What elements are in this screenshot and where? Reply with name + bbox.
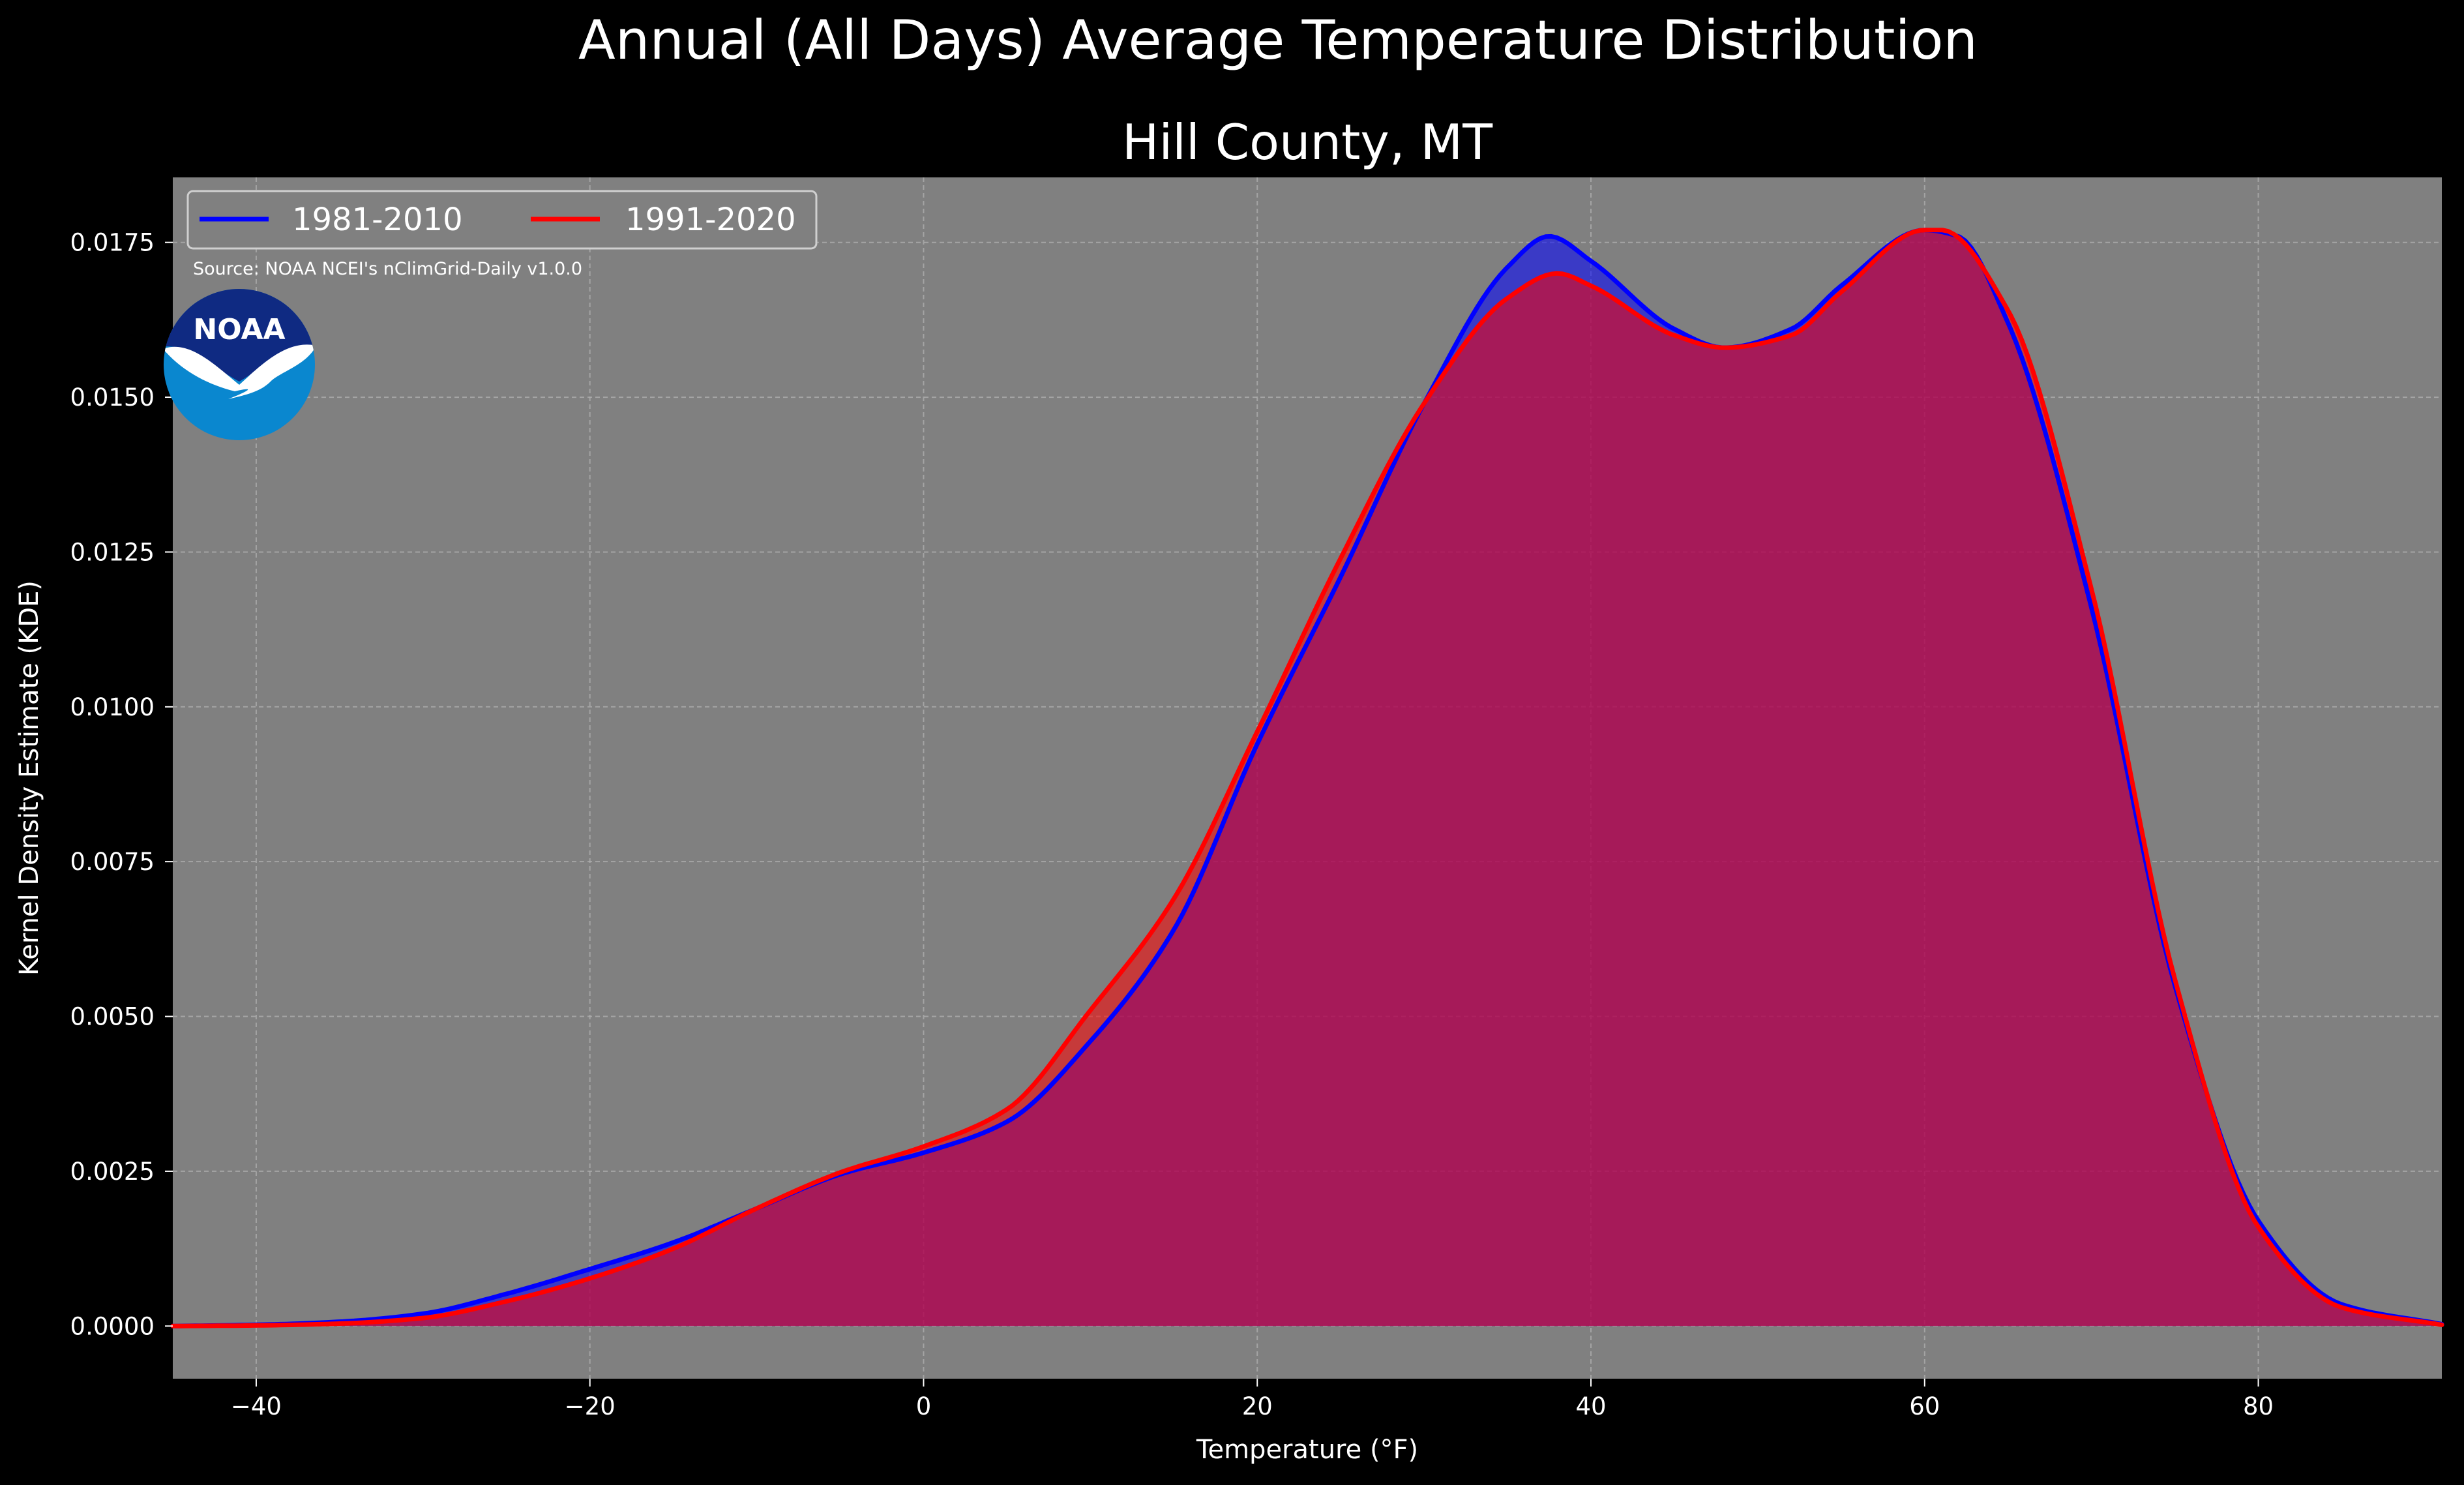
- x-tick-label: 0: [916, 1392, 932, 1420]
- noaa-logo: NOAA: [164, 289, 315, 440]
- source-note: Source: NOAA NCEI's nClimGrid-Daily v1.0…: [193, 259, 582, 279]
- kde-area-1991-2020: [173, 230, 2442, 1327]
- y-tick-label: 0.0025: [70, 1158, 155, 1186]
- x-axis-ticks: −40 −20 0 20 40 60 80: [231, 1379, 2274, 1420]
- y-tick-label: 0.0000: [70, 1312, 155, 1340]
- legend-box: [186, 190, 818, 250]
- kde-areas: [173, 230, 2442, 1327]
- kde-line-1981-2010: [170, 228, 2444, 1328]
- y-tick-label: 0.0075: [70, 848, 155, 876]
- x-tick-label: −20: [565, 1392, 616, 1420]
- y-tick-label: 0.0175: [70, 229, 155, 257]
- noaa-logo-upper: [164, 289, 315, 382]
- kde-line-1991-2020: [170, 228, 2444, 1328]
- x-tick-label: 80: [2243, 1392, 2274, 1420]
- y-axis-label: Kernel Density Estimate (KDE): [14, 580, 44, 976]
- x-tick-label: −40: [231, 1392, 282, 1420]
- y-tick-label: 0.0125: [70, 538, 155, 566]
- noaa-logo-bird: [164, 344, 315, 399]
- kde-lines: [170, 228, 2444, 1328]
- x-tick-label: 60: [1909, 1392, 1940, 1420]
- chart-subtitle: Hill County, MT: [1122, 113, 1493, 171]
- chart-title: Annual (All Days) Average Temperature Di…: [578, 8, 1978, 72]
- legend-label-1981-2010: 1981-2010: [292, 202, 463, 238]
- legend-label-1991-2020: 1991-2020: [625, 202, 796, 238]
- x-axis-label: Temperature (°F): [1196, 1435, 1418, 1465]
- x-tick-label: 40: [1575, 1392, 1606, 1420]
- y-tick-label: 0.0050: [70, 1003, 155, 1031]
- y-tick-label: 0.0100: [70, 693, 155, 721]
- noaa-logo-text: NOAA: [193, 313, 285, 346]
- legend: 1981-2010 1991-2020: [186, 190, 818, 250]
- x-tick-label: 20: [1242, 1392, 1273, 1420]
- y-axis-ticks: 0.0000 0.0025 0.0050 0.0075 0.0100 0.0125 0.01…: [70, 229, 173, 1340]
- y-tick-label: 0.0150: [70, 383, 155, 412]
